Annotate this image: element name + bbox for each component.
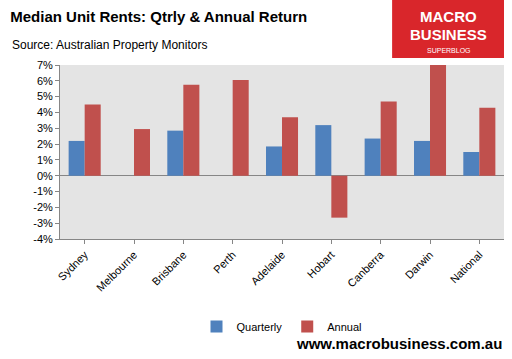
svg-text:0%: 0% [37, 170, 53, 182]
svg-text:BUSINESS: BUSINESS [410, 26, 487, 43]
svg-text:-4%: -4% [33, 233, 53, 245]
svg-text:Median Unit Rents: Qtrly & Ann: Median Unit Rents: Qtrly & Annual Return [10, 8, 307, 25]
svg-text:National: National [448, 249, 485, 286]
svg-text:Melbourne: Melbourne [94, 249, 139, 294]
svg-text:Quarterly: Quarterly [237, 321, 283, 333]
svg-text:SUPERBLOG: SUPERBLOG [427, 47, 471, 54]
svg-text:Darwin: Darwin [403, 249, 436, 282]
svg-text:Hobart: Hobart [305, 249, 337, 281]
svg-text:Perth: Perth [211, 249, 238, 276]
svg-text:3%: 3% [37, 122, 53, 134]
svg-text:Source: Australian Property Mo: Source: Australian Property Monitors [12, 38, 207, 52]
svg-text:5%: 5% [37, 90, 53, 102]
svg-text:1%: 1% [37, 154, 53, 166]
svg-text:Adelaide: Adelaide [249, 249, 288, 288]
svg-text:6%: 6% [37, 75, 53, 87]
svg-text:Brisbane: Brisbane [149, 249, 188, 288]
svg-text:Annual: Annual [327, 321, 361, 333]
svg-text:Sydney: Sydney [56, 248, 91, 283]
svg-text:2%: 2% [37, 138, 53, 150]
svg-text:Canberra: Canberra [345, 248, 387, 290]
svg-text:7%: 7% [37, 59, 53, 71]
svg-text:-3%: -3% [33, 217, 53, 229]
svg-text:MACRO: MACRO [420, 8, 477, 25]
svg-text:4%: 4% [37, 106, 53, 118]
svg-text:-2%: -2% [33, 201, 53, 213]
svg-text:www.macrobusiness.com.au: www.macrobusiness.com.au [296, 335, 502, 352]
svg-text:-1%: -1% [33, 185, 53, 197]
